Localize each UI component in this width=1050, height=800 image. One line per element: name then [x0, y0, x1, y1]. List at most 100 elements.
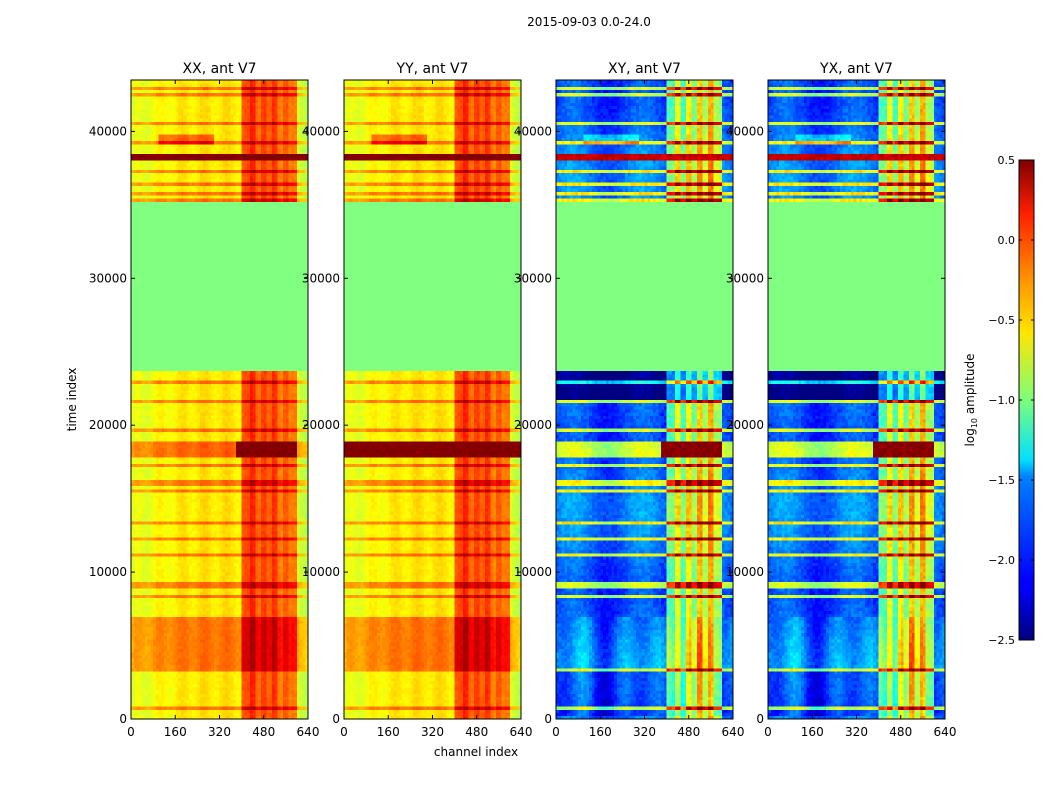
heatmap-cell	[225, 693, 228, 697]
heatmap-cell	[148, 703, 151, 707]
heatmap-cell	[228, 697, 231, 701]
heatmap-cell	[247, 713, 250, 717]
heatmap-cell	[195, 697, 198, 701]
heatmap-cell	[272, 713, 275, 717]
heatmap-cell	[197, 684, 200, 688]
heatmap-cell	[178, 693, 181, 697]
heatmap-cell	[275, 693, 278, 697]
heatmap-cell	[181, 713, 184, 717]
heatmap-cell	[236, 690, 239, 694]
heatmap-cell	[225, 700, 228, 704]
heatmap-cell	[161, 690, 164, 694]
heatmap-cell	[200, 690, 203, 694]
heatmap-cell	[142, 684, 145, 688]
heatmap-cell	[297, 697, 300, 701]
heatmap-cell	[244, 700, 247, 704]
heatmap-cell	[302, 703, 305, 707]
heatmap-cell	[278, 684, 281, 688]
heatmap-cell	[255, 697, 258, 701]
heatmap-cell	[278, 687, 281, 691]
heatmap-cell	[269, 693, 272, 697]
heatmap-cell	[247, 684, 250, 688]
heatmap-cell	[145, 713, 148, 717]
heatmap-cell	[214, 706, 217, 710]
heatmap-cell	[184, 709, 187, 713]
heatmap-cell	[148, 706, 151, 710]
heatmap-cell	[208, 700, 211, 704]
heatmap-cell	[272, 703, 275, 707]
heatmap-cell	[286, 700, 289, 704]
heatmap-cell	[239, 706, 242, 710]
heatmap-cell	[134, 690, 137, 694]
heatmap-cell	[294, 713, 297, 717]
heatmap-cell	[181, 706, 184, 710]
heatmap-cell	[231, 687, 234, 691]
heatmap-cell	[156, 713, 159, 717]
heatmap-cell	[291, 713, 294, 717]
heatmap-cell	[261, 700, 264, 704]
heatmap-cell	[172, 693, 175, 697]
heatmap-cell	[267, 703, 270, 707]
heatmap-cell	[206, 687, 209, 691]
heatmap-cell	[203, 690, 206, 694]
heatmap-cell	[297, 690, 300, 694]
heatmap-cell	[294, 690, 297, 694]
heatmap-cell	[291, 693, 294, 697]
heatmap-cell	[186, 690, 189, 694]
heatmap-cell	[300, 706, 303, 710]
heatmap-cell	[150, 709, 153, 713]
heatmap-cell	[250, 687, 253, 691]
heatmap-cell	[156, 700, 159, 704]
heatmap-cell	[203, 703, 206, 707]
heatmap-cell	[220, 697, 223, 701]
heatmap-cell	[289, 684, 292, 688]
heatmap-cell	[181, 690, 184, 694]
heatmap-cell	[184, 684, 187, 688]
heatmap-cell	[272, 693, 275, 697]
heatmap-cell	[150, 684, 153, 688]
heatmap-cell	[184, 703, 187, 707]
heatmap-cell	[197, 703, 200, 707]
heatmap-cell	[236, 703, 239, 707]
heatmap-cell	[153, 693, 156, 697]
heatmap-cell	[184, 697, 187, 701]
heatmap-cell	[222, 693, 225, 697]
heatmap-cell	[258, 687, 261, 691]
heatmap-cell	[267, 709, 270, 713]
heatmap-cell	[278, 693, 281, 697]
heatmap-cell	[255, 690, 258, 694]
figure: 2015-09-03 0.0-24.0 XX, ant V70 160 320 480…	[0, 0, 1050, 800]
heatmap-cell	[167, 700, 170, 704]
heatmap-cell	[170, 700, 173, 704]
heatmap-cell	[258, 706, 261, 710]
heatmap-cell	[236, 697, 239, 701]
heatmap-cell	[225, 709, 228, 713]
heatmap-cell	[283, 706, 286, 710]
heatmap-cell	[297, 709, 300, 713]
heatmap-cell	[178, 697, 181, 701]
heatmap-cell	[302, 706, 305, 710]
heatmap-cell	[220, 693, 223, 697]
heatmap-cell	[233, 684, 236, 688]
heatmap-cell	[192, 709, 195, 713]
heatmap-cell	[261, 709, 264, 713]
heatmap-cell	[148, 697, 151, 701]
heatmap-cell	[167, 697, 170, 701]
heatmap-cell	[264, 703, 267, 707]
heatmap-cell	[145, 697, 148, 701]
heatmap-cell	[264, 690, 267, 694]
heatmap-cell	[139, 690, 142, 694]
heatmap-cell	[186, 693, 189, 697]
heatmap-cell	[269, 687, 272, 691]
heatmap-cell	[137, 697, 140, 701]
heatmap-cell	[280, 706, 283, 710]
heatmap-cell	[178, 703, 181, 707]
heatmap-cell	[258, 700, 261, 704]
heatmap-cell	[242, 690, 245, 694]
heatmap-cell	[228, 693, 231, 697]
heatmap-cell	[258, 703, 261, 707]
heatmap-cell	[161, 700, 164, 704]
heatmap-cell	[156, 693, 159, 697]
heatmap-cell	[167, 703, 170, 707]
heatmap-cell	[283, 703, 286, 707]
